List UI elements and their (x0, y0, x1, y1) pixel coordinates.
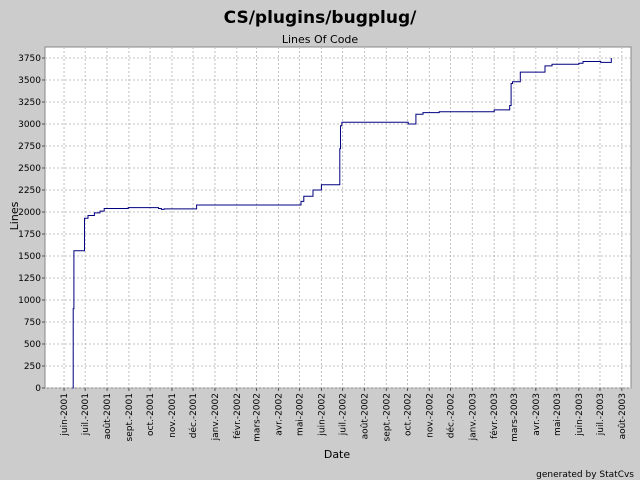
y-tick-label: 2500 (18, 164, 41, 174)
y-tick-label: 500 (24, 340, 41, 350)
x-tick-label: janv.-2003 (468, 393, 478, 441)
grid-lines (45, 47, 631, 389)
y-tick-label: 1750 (18, 230, 41, 240)
x-tick-label: mai-2002 (296, 393, 306, 436)
plot-area (44, 46, 632, 389)
x-tick-label: avr.-2003 (532, 393, 542, 436)
x-tick-label: nov.-2001 (168, 393, 178, 438)
x-tick-label: juil.-2003 (596, 393, 606, 436)
series-line-loc (72, 58, 612, 389)
x-tick-label: sept.-2001 (125, 393, 135, 441)
x-tick-label: sept.-2002 (382, 393, 392, 441)
x-tick-label: avr.-2002 (274, 393, 284, 436)
x-tick-label: août-2001 (103, 393, 113, 439)
y-tick-label: 3750 (18, 54, 41, 64)
x-tick-label: août-2003 (618, 393, 628, 439)
x-tick-label: déc.-2002 (445, 393, 456, 438)
x-tick-label: juin-2002 (317, 393, 327, 437)
x-tick-label: déc.-2001 (188, 393, 199, 438)
x-tick-label: févr.-2003 (489, 393, 500, 439)
y-tick-label: 1500 (18, 252, 41, 262)
x-tick-label: nov.-2002 (425, 393, 435, 438)
y-tick-label: 0 (35, 384, 41, 394)
y-tick-label: 2000 (18, 208, 41, 218)
y-tick-label: 250 (24, 362, 41, 372)
x-tick-label: juil.-2002 (339, 393, 349, 436)
footer-credit: generated by StatCvs (536, 470, 634, 480)
y-tick-label: 1000 (18, 296, 41, 306)
x-tick-label: oct.-2001 (146, 393, 156, 436)
y-axis-ticks: 0 250 500 750 1000 1250 1500 1750 2000 2250 2500 27… (18, 54, 45, 394)
x-tick-label: mars-2002 (253, 393, 263, 442)
x-axis-ticks: juin-2001 juil.-2001 août-2001 sept.-2001 oc… (60, 388, 628, 442)
y-axis-label: Lines (8, 201, 21, 230)
x-tick-label: mai-2003 (553, 393, 563, 436)
x-tick-label: mars-2003 (510, 393, 520, 442)
y-tick-label: 750 (24, 318, 41, 328)
y-tick-label: 2750 (18, 142, 41, 152)
y-tick-label: 3500 (18, 76, 41, 86)
y-tick-label: 3000 (18, 120, 41, 130)
x-axis-label: Date (324, 448, 351, 461)
chart-title: CS/plugins/bugplug/ (224, 8, 417, 28)
y-tick-label: 3250 (18, 98, 41, 108)
x-tick-label: janv.-2002 (211, 393, 221, 441)
chart-subtitle: Lines Of Code (282, 33, 359, 46)
y-tick-label: 2250 (18, 186, 41, 196)
x-tick-label: juin-2003 (575, 393, 585, 437)
x-tick-label: juil.-2001 (81, 393, 91, 436)
x-tick-label: oct.-2002 (403, 393, 413, 436)
y-tick-label: 1250 (18, 274, 41, 284)
x-tick-label: août-2002 (360, 393, 370, 439)
x-tick-label: juin-2001 (60, 393, 70, 437)
x-tick-label: févr.-2002 (232, 393, 243, 439)
